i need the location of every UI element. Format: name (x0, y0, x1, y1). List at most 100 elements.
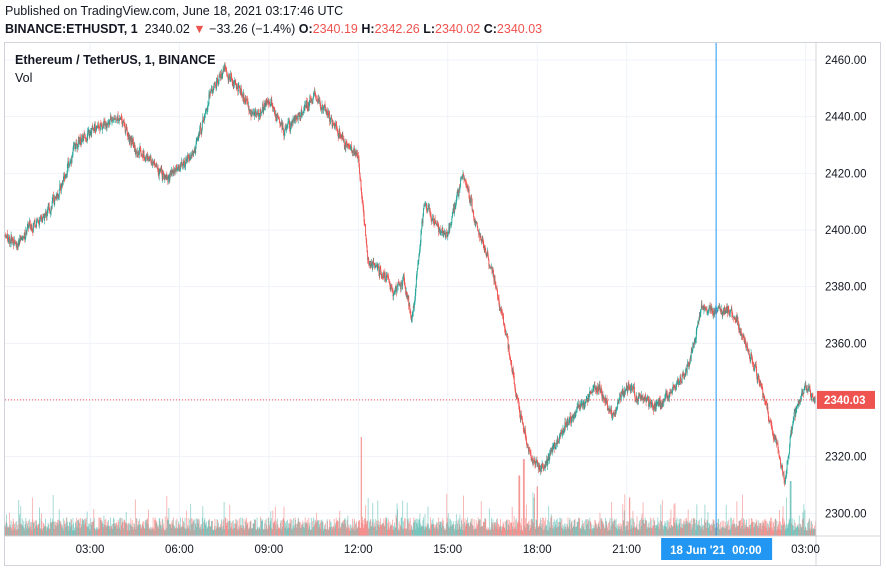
candle (451, 215, 453, 226)
volume-bar (75, 523, 77, 536)
candle-body (100, 125, 102, 126)
volume-bar (642, 520, 643, 536)
volume-bar (814, 525, 815, 536)
volume-bar (493, 522, 495, 536)
candle (367, 250, 369, 264)
volume-bar (308, 526, 310, 536)
volume-bar (720, 521, 722, 536)
candle-body (292, 119, 294, 124)
volume-bar (775, 530, 777, 536)
candle-body (258, 112, 260, 118)
candle (196, 135, 198, 141)
volume-bar (29, 522, 31, 536)
volume-bar (230, 522, 232, 536)
candle (285, 122, 287, 131)
candle (332, 119, 334, 129)
candle-body (479, 232, 481, 238)
candle (119, 115, 121, 122)
candle-body (268, 101, 270, 105)
volume-bar (555, 519, 557, 536)
candle (440, 231, 442, 237)
candle (502, 312, 504, 320)
volume-bar (10, 526, 12, 536)
volume-bar (195, 518, 197, 536)
candle-body (488, 264, 490, 266)
volume-bar (140, 528, 142, 536)
volume-bar (480, 501, 482, 536)
candle-body (243, 100, 245, 102)
volume-bar (169, 523, 171, 536)
volume-bar (489, 529, 491, 536)
volume-bar (367, 520, 369, 536)
candle (164, 174, 166, 181)
candle-body (259, 114, 261, 116)
candle (352, 150, 354, 157)
volume-bar (105, 518, 107, 536)
volume-bar (14, 523, 16, 536)
candle (543, 463, 545, 471)
candle (442, 230, 444, 237)
volume-bar (374, 522, 376, 536)
candle (103, 119, 105, 122)
candle (549, 449, 551, 464)
candle (239, 88, 241, 96)
candle-body (535, 464, 536, 466)
candle (186, 157, 188, 164)
candle-body (145, 157, 146, 162)
volume-bar (505, 529, 507, 536)
candle (187, 152, 189, 163)
candle (545, 460, 547, 469)
candle-body (77, 144, 78, 150)
candle-body (503, 316, 505, 325)
candle (344, 142, 346, 152)
volume-bar (654, 525, 656, 536)
candle (56, 192, 58, 202)
candle-body (423, 204, 425, 209)
candle-body (38, 220, 39, 224)
volume-bar (74, 530, 76, 536)
candle (519, 414, 521, 423)
candle-body (251, 113, 253, 115)
candle-body (303, 110, 305, 112)
candle-body (442, 232, 444, 236)
candle (91, 127, 93, 138)
candle (435, 220, 437, 226)
volume-bar (538, 526, 540, 536)
volume-bar (767, 524, 769, 536)
candle (22, 235, 24, 241)
close-label: C: (483, 22, 497, 36)
candle (138, 151, 140, 156)
candle (234, 79, 236, 86)
candle-body (64, 176, 66, 179)
candle (56, 193, 58, 201)
candle-body (494, 276, 496, 283)
volume-bar (705, 522, 707, 536)
candle-body (499, 304, 500, 311)
candle-body (429, 208, 431, 215)
candle-body (338, 128, 340, 134)
volume-bar (447, 513, 449, 536)
volume-bar (73, 523, 74, 536)
volume-bar (572, 526, 574, 536)
candle-body (541, 465, 543, 470)
volume-bar (552, 527, 554, 536)
volume-bar (649, 527, 651, 536)
candle (321, 100, 323, 109)
candle-body (122, 121, 124, 123)
candle-body (566, 422, 567, 426)
candle (290, 121, 292, 128)
last-price: 2340.02 (144, 22, 190, 36)
candle (250, 109, 251, 116)
candle (77, 143, 78, 153)
candle-body (406, 291, 408, 297)
volume-bar (296, 524, 298, 536)
candle-body (550, 451, 552, 453)
candle (474, 217, 476, 227)
candle (273, 105, 275, 110)
candle-body (530, 451, 531, 453)
candle-body (168, 174, 170, 181)
candle (470, 195, 472, 205)
candle-body (132, 138, 134, 147)
volume-bar (382, 523, 384, 536)
